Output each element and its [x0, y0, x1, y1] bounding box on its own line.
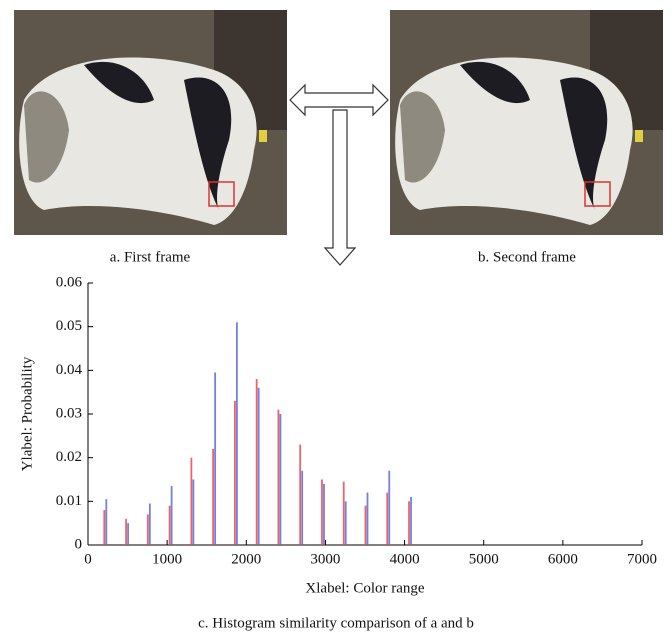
down-arrow [323, 109, 357, 266]
x-axis-label: Xlabel: Color range [305, 580, 424, 596]
y-tick-label: 0.02 [56, 449, 82, 465]
x-tick-label: 0 [84, 551, 92, 567]
y-tick-label: 0.05 [56, 318, 82, 334]
histogram-spike [408, 501, 410, 545]
histogram-spike [170, 486, 173, 545]
histogram-spike [366, 492, 369, 545]
x-tick-label: 5000 [469, 551, 499, 567]
y-tick-label: 0.04 [56, 362, 83, 378]
y-axis-label: Ylabel: Probability [19, 356, 35, 471]
x-tick-label: 2000 [231, 551, 261, 567]
y-tick-label: 0 [75, 536, 83, 552]
x-tick-label: 7000 [627, 551, 657, 567]
histogram-spike [257, 387, 260, 545]
x-tick-label: 6000 [548, 551, 578, 567]
y-tick-label: 0.06 [56, 274, 83, 290]
figure-caption: c. Histogram similarity comparison of a … [198, 615, 474, 631]
histogram-spike [255, 379, 258, 545]
histogram-spike [410, 496, 412, 545]
x-tick-label: 1000 [152, 551, 182, 567]
panel-caption: a. First frame [110, 249, 191, 265]
y-tick-label: 0.03 [56, 405, 82, 421]
histogram-spike [388, 470, 391, 545]
histogram-spike [214, 372, 217, 545]
histogram-spike [125, 518, 127, 545]
histogram-spike [236, 322, 238, 545]
histogram-spike [321, 479, 323, 545]
histogram-spike [192, 479, 195, 545]
histogram-spike [344, 501, 347, 545]
panel-caption: b. Second frame [478, 249, 576, 265]
x-tick-label: 3000 [310, 551, 340, 567]
double-arrow [289, 83, 389, 117]
histogram-spike [279, 414, 282, 545]
histogram-spike [342, 481, 345, 545]
histogram-spike [277, 409, 280, 545]
histogram-spike [299, 444, 302, 545]
histogram-spike [127, 523, 129, 545]
histogram-spike [105, 499, 108, 545]
histogram-spike [234, 400, 236, 545]
y-tick-label: 0.01 [56, 493, 82, 509]
histogram-spike [148, 503, 151, 545]
x-tick-label: 4000 [390, 551, 420, 567]
second-frame-photo [389, 9, 664, 236]
first-frame-photo [13, 9, 288, 236]
histogram-spike [103, 510, 106, 545]
histogram-spike [190, 457, 193, 545]
histogram-spike [212, 448, 215, 545]
histogram-spike [301, 470, 304, 545]
histogram-spike [168, 505, 171, 545]
histogram-spike [386, 492, 389, 545]
histogram-spike [146, 514, 149, 545]
histogram-spike [323, 483, 325, 545]
histogram-spike [364, 505, 367, 545]
